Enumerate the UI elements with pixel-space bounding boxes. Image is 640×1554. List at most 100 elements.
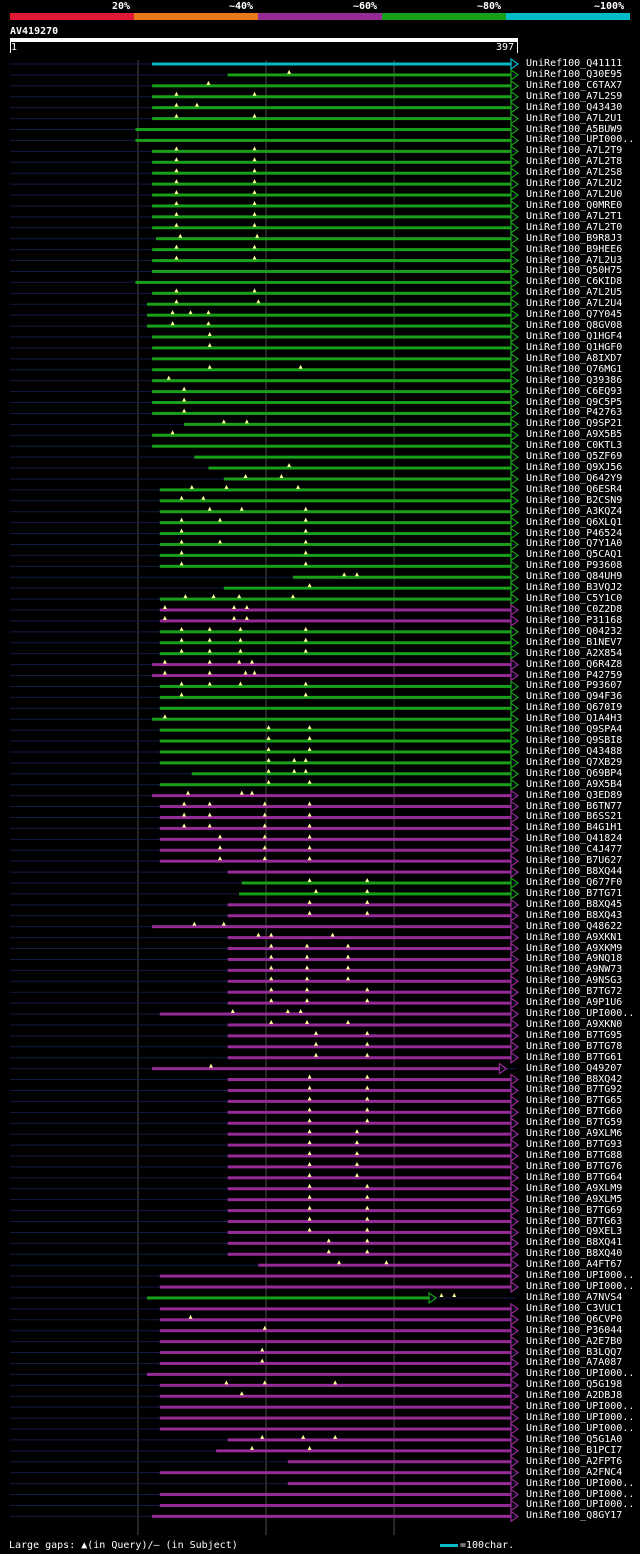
- hit-name[interactable]: UniRef100_B7TG95: [526, 1029, 623, 1041]
- hit-name[interactable]: UniRef100_UPI000..: [526, 1477, 635, 1489]
- hit-name[interactable]: UniRef100_B7TG72: [526, 986, 623, 998]
- hit-name[interactable]: UniRef100_C6TAX7: [526, 79, 623, 91]
- hit-name[interactable]: UniRef100_A2X854: [526, 647, 623, 659]
- hit-name[interactable]: UniRef100_A2FPT6: [526, 1455, 623, 1467]
- hit-name[interactable]: UniRef100_Q0MRE0: [526, 199, 623, 211]
- hit-name[interactable]: UniRef100_Q84UH9: [526, 571, 623, 583]
- hit-name[interactable]: UniRef100_Q6ESR4: [526, 483, 623, 495]
- hit-name[interactable]: UniRef100_A9NQ18: [526, 953, 623, 965]
- hit-name[interactable]: UniRef100_Q9SPA4: [526, 724, 623, 736]
- hit-name[interactable]: UniRef100_B9R8J3: [526, 232, 623, 244]
- hit-name[interactable]: UniRef100_B7TG59: [526, 1117, 623, 1129]
- hit-name[interactable]: UniRef100_B7TG63: [526, 1215, 623, 1227]
- hit-name[interactable]: UniRef100_Q1A4H3: [526, 713, 623, 725]
- hit-name[interactable]: UniRef100_A9XLM6: [526, 1128, 623, 1140]
- hit-name[interactable]: UniRef100_A7L2T8: [526, 156, 623, 168]
- hit-name[interactable]: UniRef100_B7TG60: [526, 1106, 623, 1118]
- hit-name[interactable]: UniRef100_C6EQ93: [526, 385, 623, 397]
- hit-name[interactable]: UniRef100_B7TG65: [526, 1095, 623, 1107]
- hit-name[interactable]: UniRef100_UPI000..: [526, 1412, 635, 1424]
- hit-name[interactable]: UniRef100_Q677F0: [526, 877, 623, 888]
- hit-name[interactable]: UniRef100_UPI000..: [526, 1368, 635, 1380]
- hit-name[interactable]: UniRef100_A7L2T9: [526, 145, 623, 157]
- hit-name[interactable]: UniRef100_B8XQ45: [526, 898, 623, 910]
- hit-name[interactable]: UniRef100_Q48622: [526, 920, 623, 932]
- hit-name[interactable]: UniRef100_C4J477: [526, 844, 623, 856]
- hit-name[interactable]: UniRef100_A9XKN0: [526, 1018, 623, 1030]
- hit-name[interactable]: UniRef100_UPI000..: [526, 1008, 635, 1020]
- hit-name[interactable]: UniRef100_A7L2S9: [526, 90, 623, 102]
- hit-name[interactable]: UniRef100_Q30E95: [526, 68, 623, 80]
- hit-name[interactable]: UniRef100_B8XQ44: [526, 866, 623, 878]
- hit-name[interactable]: UniRef100_Q7Y1A0: [526, 538, 623, 550]
- hit-name[interactable]: UniRef100_B7TG71: [526, 887, 623, 899]
- hit-name[interactable]: UniRef100_Q5G198: [526, 1379, 623, 1391]
- hit-name[interactable]: UniRef100_Q9XJ56: [526, 462, 623, 474]
- hit-name[interactable]: UniRef100_Q9XEL3: [526, 1226, 623, 1238]
- hit-name[interactable]: UniRef100_C6KID8: [526, 276, 623, 288]
- hit-name[interactable]: UniRef100_B1PCI7: [526, 1444, 623, 1456]
- hit-name[interactable]: UniRef100_Q04232: [526, 625, 623, 637]
- hit-name[interactable]: UniRef100_Q9SBI8: [526, 735, 623, 747]
- hit-name[interactable]: UniRef100_A9X5B5: [526, 429, 623, 441]
- hit-name[interactable]: UniRef100_Q5G1A0: [526, 1433, 623, 1445]
- hit-name[interactable]: UniRef100_A7L2S8: [526, 167, 623, 179]
- hit-name[interactable]: UniRef100_Q50H75: [526, 265, 623, 277]
- hit-name[interactable]: UniRef100_A9NW73: [526, 964, 623, 976]
- hit-name[interactable]: UniRef100_B7TG69: [526, 1204, 623, 1216]
- hit-name[interactable]: UniRef100_A7L2T0: [526, 221, 623, 233]
- hit-name[interactable]: UniRef100_P93608: [526, 560, 623, 572]
- hit-name[interactable]: UniRef100_C5Y1C0: [526, 593, 623, 605]
- hit-name[interactable]: UniRef100_P93607: [526, 680, 623, 692]
- hit-name[interactable]: UniRef100_B9HEE6: [526, 243, 623, 255]
- hit-name[interactable]: UniRef100_B7TG76: [526, 1160, 623, 1172]
- hit-name[interactable]: UniRef100_B3VQJ2: [526, 582, 623, 594]
- hit-name[interactable]: UniRef100_UPI000..: [526, 1401, 635, 1413]
- hit-name[interactable]: UniRef100_Q94F36: [526, 691, 623, 703]
- hit-name[interactable]: UniRef100_Q49207: [526, 1062, 623, 1074]
- hit-name[interactable]: UniRef100_A7L2U4: [526, 298, 623, 310]
- hit-name[interactable]: UniRef100_Q6R4Z8: [526, 658, 623, 670]
- hit-name[interactable]: UniRef100_Q1HGF0: [526, 341, 623, 353]
- hit-name[interactable]: UniRef100_A7NVS4: [526, 1291, 623, 1303]
- hit-name[interactable]: UniRef100_Q5ZF69: [526, 451, 623, 463]
- hit-name[interactable]: UniRef100_B6SS21: [526, 811, 623, 823]
- hit-name[interactable]: UniRef100_Q6CVP0: [526, 1313, 623, 1325]
- hit-name[interactable]: UniRef100_Q41824: [526, 833, 623, 845]
- hit-name[interactable]: UniRef100_Q6XLQ1: [526, 516, 623, 528]
- hit-name[interactable]: UniRef100_Q5CAQ1: [526, 549, 623, 561]
- hit-name[interactable]: UniRef100_A7A087: [526, 1357, 623, 1369]
- hit-name[interactable]: UniRef100_A9NSG3: [526, 975, 623, 987]
- hit-name[interactable]: UniRef100_B8XQ41: [526, 1237, 623, 1249]
- hit-name[interactable]: UniRef100_P46524: [526, 527, 623, 539]
- hit-name[interactable]: UniRef100_Q642Y9: [526, 472, 623, 484]
- hit-name[interactable]: UniRef100_Q43430: [526, 101, 623, 113]
- hit-name[interactable]: UniRef100_B7TG78: [526, 1040, 623, 1052]
- hit-name[interactable]: UniRef100_B4G1H1: [526, 822, 623, 834]
- hit-name[interactable]: UniRef100_P36044: [526, 1324, 623, 1336]
- hit-name[interactable]: UniRef100_Q69BP4: [526, 767, 623, 779]
- hit-name[interactable]: UniRef100_A9XLM9: [526, 1182, 623, 1194]
- hit-name[interactable]: UniRef100_UPI000..: [526, 1270, 635, 1282]
- hit-name[interactable]: UniRef100_Q41111: [526, 58, 623, 69]
- hit-name[interactable]: UniRef100_Q9SP21: [526, 418, 623, 430]
- hit-name[interactable]: UniRef100_Q8GY17: [526, 1510, 623, 1522]
- hit-name[interactable]: UniRef100_B6TN77: [526, 800, 623, 812]
- hit-name[interactable]: UniRef100_A7L2U5: [526, 287, 623, 299]
- hit-name[interactable]: UniRef100_A3KQZ4: [526, 505, 623, 517]
- hit-name[interactable]: UniRef100_P42759: [526, 669, 623, 681]
- hit-name[interactable]: UniRef100_A9XLM5: [526, 1193, 623, 1205]
- hit-name[interactable]: UniRef100_B2CSN9: [526, 494, 623, 506]
- hit-name[interactable]: UniRef100_A9P1U6: [526, 997, 623, 1009]
- hit-name[interactable]: UniRef100_UPI000..: [526, 1488, 635, 1500]
- hit-name[interactable]: UniRef100_C3VUC1: [526, 1302, 623, 1314]
- hit-name[interactable]: UniRef100_B7TG64: [526, 1171, 623, 1183]
- hit-name[interactable]: UniRef100_A2E7B0: [526, 1335, 623, 1347]
- hit-name[interactable]: UniRef100_P31168: [526, 614, 623, 626]
- hit-name[interactable]: UniRef100_Q39386: [526, 374, 623, 386]
- hit-name[interactable]: UniRef100_B8XQ42: [526, 1073, 623, 1085]
- hit-name[interactable]: UniRef100_A7L2U3: [526, 254, 623, 266]
- hit-name[interactable]: UniRef100_A9X5B4: [526, 778, 623, 790]
- hit-name[interactable]: UniRef100_C0Z2D8: [526, 604, 623, 615]
- hit-name[interactable]: UniRef100_A5BUW9: [526, 123, 623, 135]
